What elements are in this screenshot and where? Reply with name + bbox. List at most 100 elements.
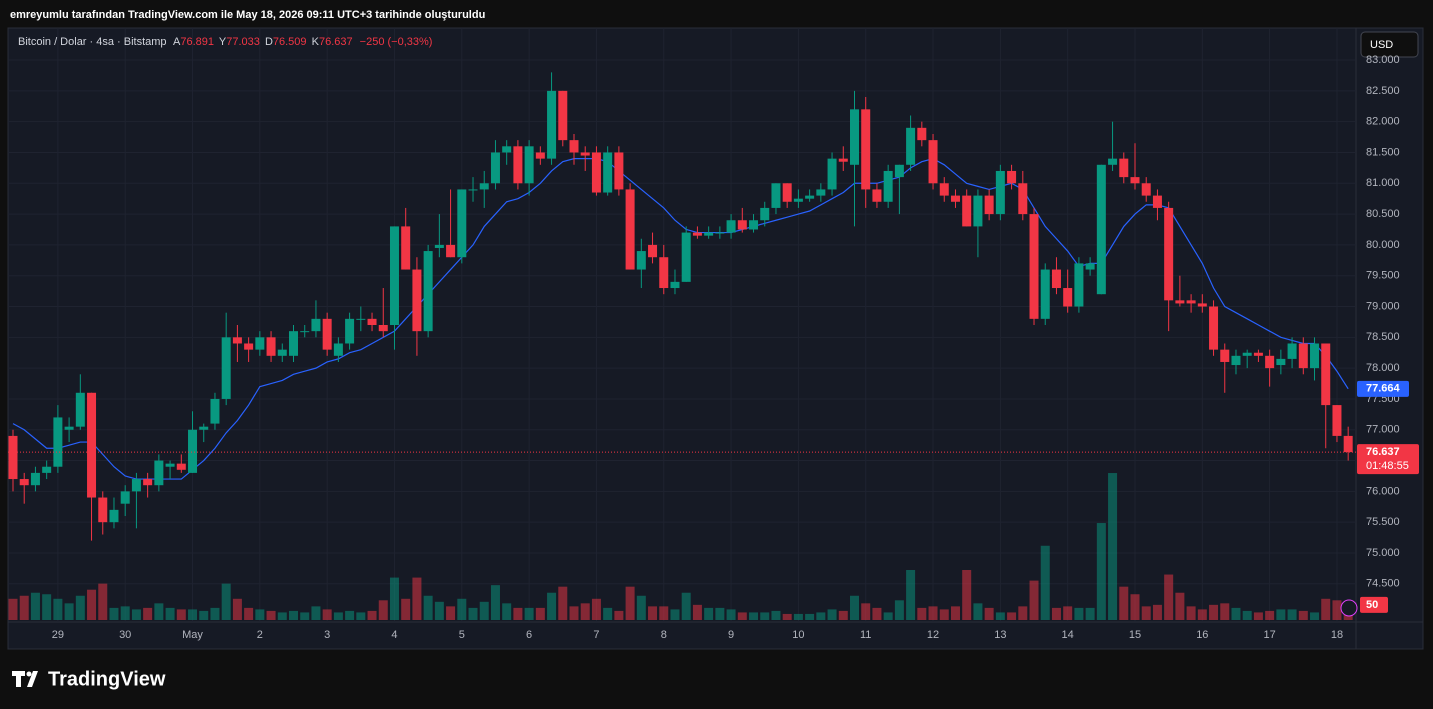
volume-bar [1085, 607, 1095, 620]
y-tick-label: 82.000 [1366, 116, 1400, 128]
volume-bar [345, 610, 355, 620]
moving-average [12, 157, 1349, 480]
candle-body [1175, 300, 1185, 304]
volume-bar [569, 606, 579, 620]
close: 76.637 [319, 36, 353, 48]
y-tick-label: 83.000 [1366, 54, 1400, 66]
candle-body [19, 479, 29, 486]
y-tick-label: 75.500 [1366, 516, 1400, 528]
volume-bar [210, 607, 220, 620]
volume-bar [221, 583, 231, 620]
y-tick-label: 77.000 [1366, 424, 1400, 436]
candle-body [434, 244, 444, 248]
candle-body [1051, 269, 1061, 289]
candle-body [861, 109, 871, 190]
candle-body [906, 127, 916, 165]
y-tick-label: 75.000 [1366, 547, 1400, 559]
volume-bar [131, 609, 141, 620]
candle-body [950, 195, 960, 202]
y-tick-label: 78.500 [1366, 331, 1400, 343]
volume-bar [726, 609, 736, 620]
volume-bar [367, 610, 377, 620]
volume-bar [872, 607, 882, 620]
volume-bar [311, 606, 321, 620]
volume-bar [1029, 580, 1039, 620]
volume-bar [771, 610, 781, 620]
volume-bar [457, 598, 467, 620]
y-tick-label: 81.000 [1366, 177, 1400, 189]
volume-bar [861, 603, 871, 620]
x-tick-label: 13 [994, 629, 1006, 641]
candle-body [1141, 183, 1151, 196]
volume-bar [670, 609, 680, 620]
candle-body [793, 198, 803, 202]
candle-body [165, 463, 175, 467]
candle-body [378, 325, 388, 332]
candle-body [30, 472, 40, 486]
volume-bar [1253, 612, 1263, 620]
volume-bar [681, 592, 691, 620]
countdown: 01:48:55 [1366, 460, 1409, 472]
candle-body [1253, 352, 1263, 356]
candle-body [98, 497, 108, 523]
currency-label[interactable]: USD [1370, 39, 1393, 51]
volume-bar [760, 612, 770, 620]
caption: emreyumlu tarafından TradingView.com ile… [10, 9, 485, 21]
candle-body [1186, 300, 1196, 304]
candle-body [1265, 355, 1275, 369]
volume-bar [603, 607, 613, 620]
candle-body [760, 207, 770, 221]
volume-bar [1063, 606, 1073, 620]
volume-bar [973, 603, 983, 620]
candle-body [805, 195, 815, 199]
volume-bar [524, 607, 534, 620]
candle-body [401, 226, 411, 270]
candle-body [704, 232, 714, 236]
volume-bar [917, 607, 927, 620]
volume-bar [490, 585, 500, 620]
volume-bar [827, 609, 837, 620]
y-tick-label: 81.500 [1366, 146, 1400, 158]
volume-bar [805, 613, 815, 620]
candle-body [524, 146, 534, 184]
volume-bar [749, 612, 759, 620]
x-tick-label: 15 [1129, 629, 1141, 641]
volume-bar [816, 612, 826, 620]
candle-body [973, 195, 983, 227]
volume-bar [502, 603, 512, 620]
candle-body [1209, 306, 1219, 350]
volume-bar [266, 610, 276, 620]
plot [8, 28, 1356, 622]
y-tick-label: 79.000 [1366, 300, 1400, 312]
candle-body [1063, 288, 1073, 307]
volume-bar [1040, 545, 1050, 620]
logo-text: TradingView [48, 668, 166, 690]
candle-body [939, 183, 949, 196]
volume-bar [1287, 609, 1297, 620]
candle-body [188, 429, 198, 473]
candle-body [1119, 158, 1129, 178]
x-tick-label: 14 [1062, 629, 1074, 641]
volume-bar [64, 603, 74, 620]
volume-bar [356, 612, 366, 620]
candle-body [648, 244, 658, 258]
volume-bar [378, 600, 388, 620]
symbol: Bitcoin / Dolar · 4sa · Bitstamp [18, 36, 167, 48]
volume-bar [19, 595, 29, 620]
volume-bar [120, 606, 130, 620]
candle-body [255, 337, 265, 350]
volume-bar [950, 606, 960, 620]
candle-body [232, 337, 242, 344]
volume-bar [412, 577, 422, 620]
c-key: K [312, 36, 320, 48]
volume-bar [1007, 612, 1017, 620]
high: 77.033 [226, 36, 260, 48]
candle-body [1332, 405, 1342, 436]
currency-button[interactable] [1360, 31, 1419, 58]
volume-bar [625, 586, 635, 620]
candle-body [872, 189, 882, 202]
volume-bar [232, 598, 242, 620]
x-tick-label: 12 [927, 629, 939, 641]
volume-bar [75, 595, 85, 620]
volume-bar [143, 607, 153, 620]
